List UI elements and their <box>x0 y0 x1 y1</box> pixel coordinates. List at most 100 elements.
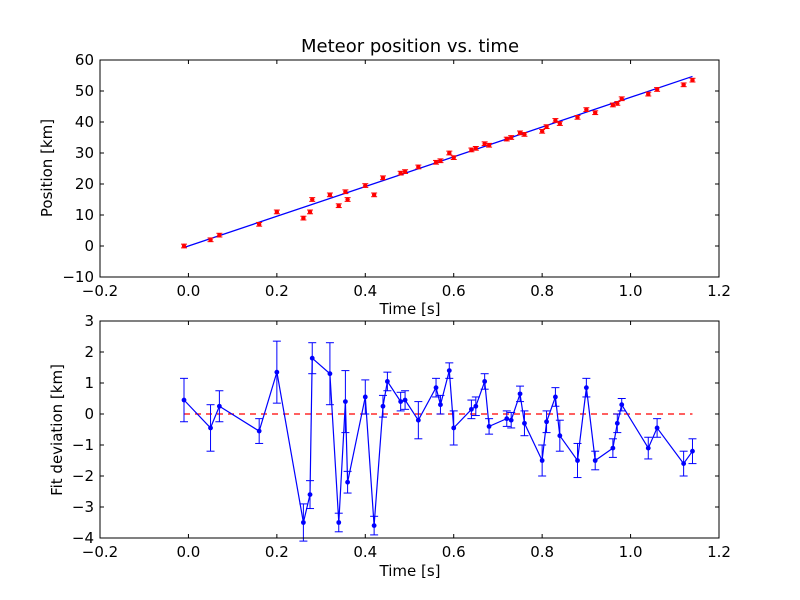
deviation-axes-frame <box>99 320 720 539</box>
deviation-point <box>342 399 348 404</box>
position-panel: Meteor position vs. time −0.2 0.0 0.2 0.4 0.… <box>38 36 731 318</box>
position-x-tick-label: 1.0 <box>619 282 643 300</box>
deviation-panel: −0.2 0.0 0.2 0.4 0.6 0.8 1.0 1.2 −4 −3 −2 −1 0 1 2 3 T… <box>48 312 731 580</box>
position-point <box>615 101 620 106</box>
deviation-point <box>327 371 333 377</box>
position-point <box>416 164 421 170</box>
deviation-point <box>438 402 443 408</box>
position-x-tick-label: 0.6 <box>442 282 466 300</box>
position-point <box>398 170 403 176</box>
deviation-point <box>553 394 558 400</box>
position-point <box>690 77 695 83</box>
position-point <box>380 175 386 180</box>
position-point <box>544 124 549 129</box>
deviation-x-ticks: −0.2 0.0 0.2 0.4 0.6 0.8 1.0 1.2 <box>82 321 731 561</box>
deviation-y-tick-label: −4 <box>72 529 94 547</box>
position-point <box>610 102 616 108</box>
position-x-tick-label: 0.2 <box>265 282 289 300</box>
position-y-tick-label: 50 <box>75 82 94 100</box>
position-point <box>343 189 348 194</box>
position-point <box>274 209 280 215</box>
deviation-plot-area <box>180 340 697 542</box>
position-point <box>336 203 341 208</box>
deviation-point <box>274 369 280 375</box>
deviation-y-tick-label: −2 <box>72 467 94 485</box>
position-point <box>557 121 563 126</box>
position-point <box>504 136 509 142</box>
deviation-point <box>469 406 474 412</box>
position-x-tick-label: −0.2 <box>82 282 118 300</box>
position-x-axis-label: Time [s] <box>379 300 441 318</box>
position-y-ticks: −10 0 10 20 30 40 50 60 <box>62 51 719 286</box>
position-x-ticks: −0.2 0.0 0.2 0.4 0.6 0.8 1.0 1.2 <box>82 60 731 300</box>
position-point <box>451 155 456 160</box>
deviation-point <box>307 492 313 497</box>
deviation-point <box>482 379 488 384</box>
position-point <box>469 147 474 153</box>
position-plot-area <box>181 75 696 249</box>
position-point <box>539 129 545 134</box>
position-y-tick-label: 20 <box>75 175 94 193</box>
position-point <box>584 107 589 112</box>
deviation-x-tick-label: 1.0 <box>619 543 643 561</box>
deviation-point <box>681 461 687 466</box>
position-axes-frame <box>99 59 720 278</box>
deviation-point <box>544 419 549 425</box>
deviation-point <box>380 403 386 409</box>
deviation-point <box>398 399 404 404</box>
deviation-point <box>539 458 545 463</box>
deviation-x-axis-label: Time [s] <box>379 562 441 580</box>
deviation-point <box>216 403 222 409</box>
position-y-tick-label: 0 <box>84 237 94 255</box>
position-point <box>402 169 408 174</box>
position-point <box>473 146 479 151</box>
deviation-point <box>415 417 421 423</box>
deviation-point <box>508 417 514 423</box>
deviation-y-tick-label: 1 <box>84 374 94 392</box>
position-y-tick-label: 60 <box>75 51 94 69</box>
deviation-point <box>208 425 213 431</box>
deviation-point <box>473 403 479 409</box>
deviation-x-tick-label: 0.8 <box>530 543 554 561</box>
deviation-point <box>384 379 390 384</box>
position-point <box>553 118 558 123</box>
deviation-y-tick-label: −3 <box>72 498 94 516</box>
deviation-point <box>614 420 620 426</box>
position-point <box>646 91 651 97</box>
deviation-point <box>309 355 315 361</box>
position-point <box>447 150 452 156</box>
position-point <box>310 197 315 202</box>
deviation-y-tick-label: 0 <box>84 405 94 423</box>
deviation-y-tick-label: 2 <box>84 343 94 361</box>
position-y-tick-label: 40 <box>75 113 94 131</box>
deviation-point <box>336 520 342 525</box>
deviation-y-axis-label: Fit deviation [km] <box>48 364 66 496</box>
position-point <box>363 183 368 188</box>
position-y-axis-label: Position [km] <box>38 119 56 217</box>
deviation-point <box>592 458 598 463</box>
deviation-x-tick-label: 0.0 <box>176 543 200 561</box>
deviation-point <box>446 368 452 373</box>
position-point <box>256 222 262 227</box>
deviation-y-ticks: −4 −3 −2 −1 0 1 2 3 <box>72 312 719 547</box>
deviation-point <box>575 458 580 463</box>
position-point <box>181 243 187 249</box>
deviation-point <box>345 479 350 485</box>
position-y-tick-label: −10 <box>62 268 94 286</box>
deviation-point <box>371 523 377 528</box>
deviation-point <box>486 424 492 429</box>
fit-line <box>183 75 693 249</box>
position-point <box>575 115 580 120</box>
deviation-x-tick-label: −0.2 <box>82 543 118 561</box>
deviation-point <box>181 397 187 403</box>
deviation-point <box>619 402 625 408</box>
position-x-tick-label: 1.2 <box>707 282 731 300</box>
deviation-point <box>504 416 510 422</box>
deviation-y-tick-label: 3 <box>84 312 94 330</box>
deviation-point <box>300 520 306 525</box>
deviation-point <box>362 394 368 400</box>
deviation-x-tick-label: 0.2 <box>265 543 289 561</box>
position-point <box>327 192 333 198</box>
position-x-tick-label: 0.4 <box>353 282 377 300</box>
